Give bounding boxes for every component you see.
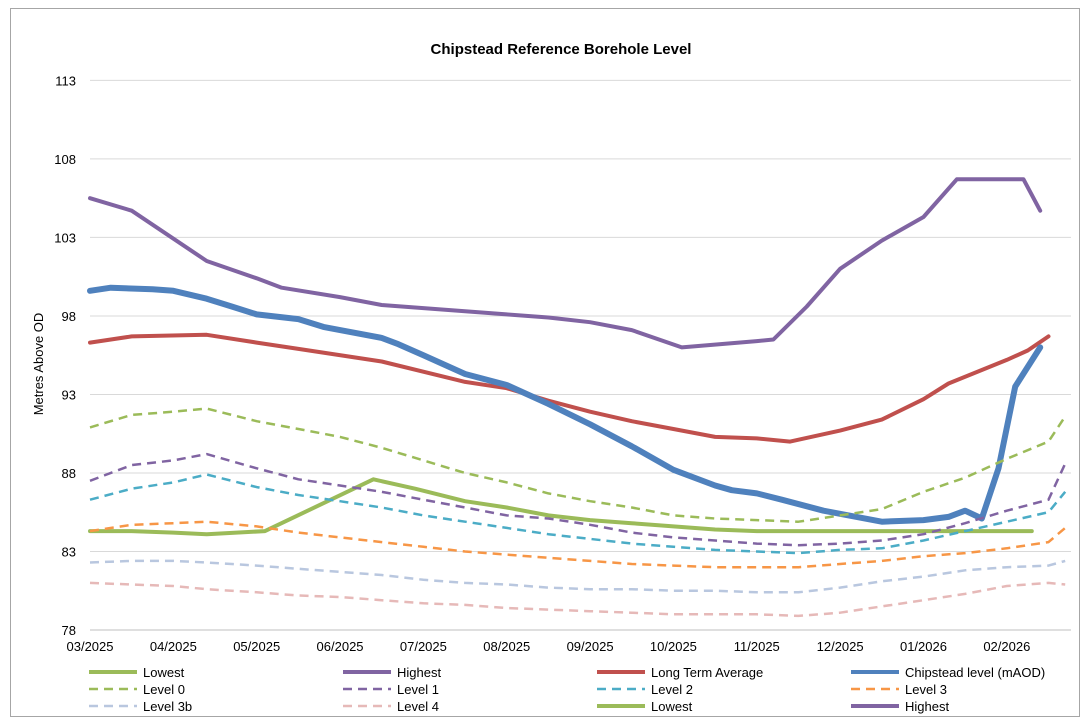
x-tick-label: 05/2025 [233,639,280,654]
y-tick-label: 108 [54,152,76,167]
legend-label: Level 1 [397,682,439,697]
legend-label: Lowest [143,665,185,680]
x-tick-label: 09/2025 [567,639,614,654]
legend-label: Level 3b [143,699,192,714]
chart-title: Chipstead Reference Borehole Level [431,41,692,58]
y-tick-label: 83 [62,544,76,559]
y-tick-labels: 78 83 88 93 98 103 108 113 [54,73,76,638]
series-line [89,407,1067,523]
series-line [89,452,1067,547]
gridlines [90,79,1071,631]
series-line [89,520,1067,569]
legend-label: Chipstead level (mAOD) [905,665,1045,680]
series-line [89,559,1066,594]
legend-label: Level 2 [651,682,693,697]
y-tick-label: 113 [55,73,76,88]
series-line [88,477,1034,537]
legend-label: Lowest [651,699,693,714]
series-line [87,284,1044,525]
x-tick-labels: 03/2025 04/2025 05/2025 06/2025 07/2025 08/20… [67,639,1031,654]
x-tick-label: 01/2026 [900,639,947,654]
legend-label: Long Term Average [651,665,763,680]
y-tick-label: 93 [62,387,76,402]
x-tick-label: 12/2025 [817,639,864,654]
series-line [89,473,1067,555]
legend-label: Level 4 [397,699,439,714]
series-line [88,177,1043,350]
legend-label: Highest [905,699,949,714]
series-line [89,581,1066,618]
legend-label: Level 3 [905,682,947,697]
x-tick-label: 07/2025 [400,639,447,654]
chart-frame: Chipstead Reference Borehole Level Metre… [10,8,1080,717]
y-tick-label: 78 [62,623,76,638]
x-tick-label: 08/2025 [483,639,530,654]
legend: Lowest Highest Long Term Average Chipstead … [89,665,1045,714]
y-axis-label: Metres Above OD [31,313,46,416]
chart-svg: Chipstead Reference Borehole Level Metre… [31,41,1071,714]
series-lines [87,177,1067,618]
legend-label: Level 0 [143,682,185,697]
x-tick-label: 04/2025 [150,639,197,654]
x-tick-label: 11/2025 [734,639,780,654]
x-tick-label: 02/2026 [983,639,1030,654]
x-tick-label: 10/2025 [650,639,697,654]
y-tick-label: 103 [54,230,76,245]
x-tick-label: 03/2025 [67,639,114,654]
y-tick-label: 88 [62,466,76,481]
legend-label: Highest [397,665,441,680]
series-line [88,332,1051,444]
y-tick-label: 98 [62,309,76,324]
x-tick-label: 06/2025 [317,639,364,654]
